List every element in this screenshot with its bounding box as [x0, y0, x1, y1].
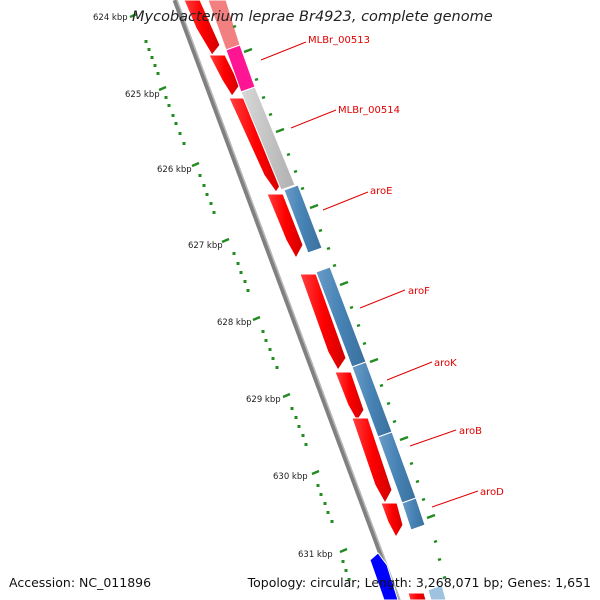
- ruler-label: 625 kbp: [125, 90, 160, 100]
- ruler-label: 631 kbp: [298, 550, 333, 560]
- cds-track-forward: [183, 0, 427, 600]
- cds-arrow: [183, 0, 221, 56]
- accession-text: Accession: NC_011896: [9, 575, 152, 590]
- label-leader-lines: [260, 41, 479, 508]
- cds-arrow: [208, 54, 241, 97]
- outer-ticks: [232, 24, 447, 580]
- gene-label-arob: aroB: [459, 426, 482, 437]
- cds-arrow: [266, 193, 304, 260]
- ruler-label: 630 kbp: [273, 472, 308, 482]
- feature-mlbr00514: [240, 86, 296, 191]
- cds-arrow: [351, 417, 393, 505]
- feature-aroD: [401, 497, 426, 531]
- cds-arrow: [299, 273, 347, 371]
- gene-label-arod: aroD: [480, 487, 504, 498]
- feature-aroE: [283, 184, 323, 254]
- gene-label-mlbr00513: MLBr_00513: [308, 35, 370, 46]
- gene-label-aroe: aroE: [370, 186, 392, 197]
- genome-summary-text: Topology: circular; Length: 3,268,071 bp…: [247, 575, 591, 590]
- ruler-ticks: [144, 40, 351, 581]
- feature-faded-blue: [427, 584, 447, 600]
- ruler-labels: 624 kbp 625 kbp 626 kbp 627 kbp 628 kbp …: [93, 13, 333, 560]
- genome-backbone-highlight: [176, 0, 401, 600]
- gene-label-arof: aroF: [408, 286, 430, 297]
- ruler-label: 629 kbp: [246, 395, 281, 405]
- gene-label-mlbr00514: MLBr_00514: [338, 105, 400, 116]
- ruler-label: 628 kbp: [217, 318, 252, 328]
- ruler-label: 626 kbp: [157, 165, 192, 175]
- genome-backbone: [172, 0, 401, 600]
- map-title: Mycobacterium leprae Br4923, complete ge…: [132, 9, 493, 25]
- cds-arrow: [380, 502, 404, 539]
- ruler-major-ticks: [129, 12, 348, 554]
- gene-labels: MLBr_00513 MLBr_00514 aroE aroF aroK aro…: [308, 35, 504, 498]
- gene-label-arok: aroK: [434, 358, 457, 369]
- cds-arrow: [334, 371, 365, 422]
- feature-track: [207, 0, 447, 600]
- cds-arrow: [407, 592, 427, 600]
- ruler-label: 624 kbp: [93, 13, 128, 23]
- ruler-label: 627 kbp: [188, 241, 223, 251]
- blue-feature-arrow: [369, 552, 399, 600]
